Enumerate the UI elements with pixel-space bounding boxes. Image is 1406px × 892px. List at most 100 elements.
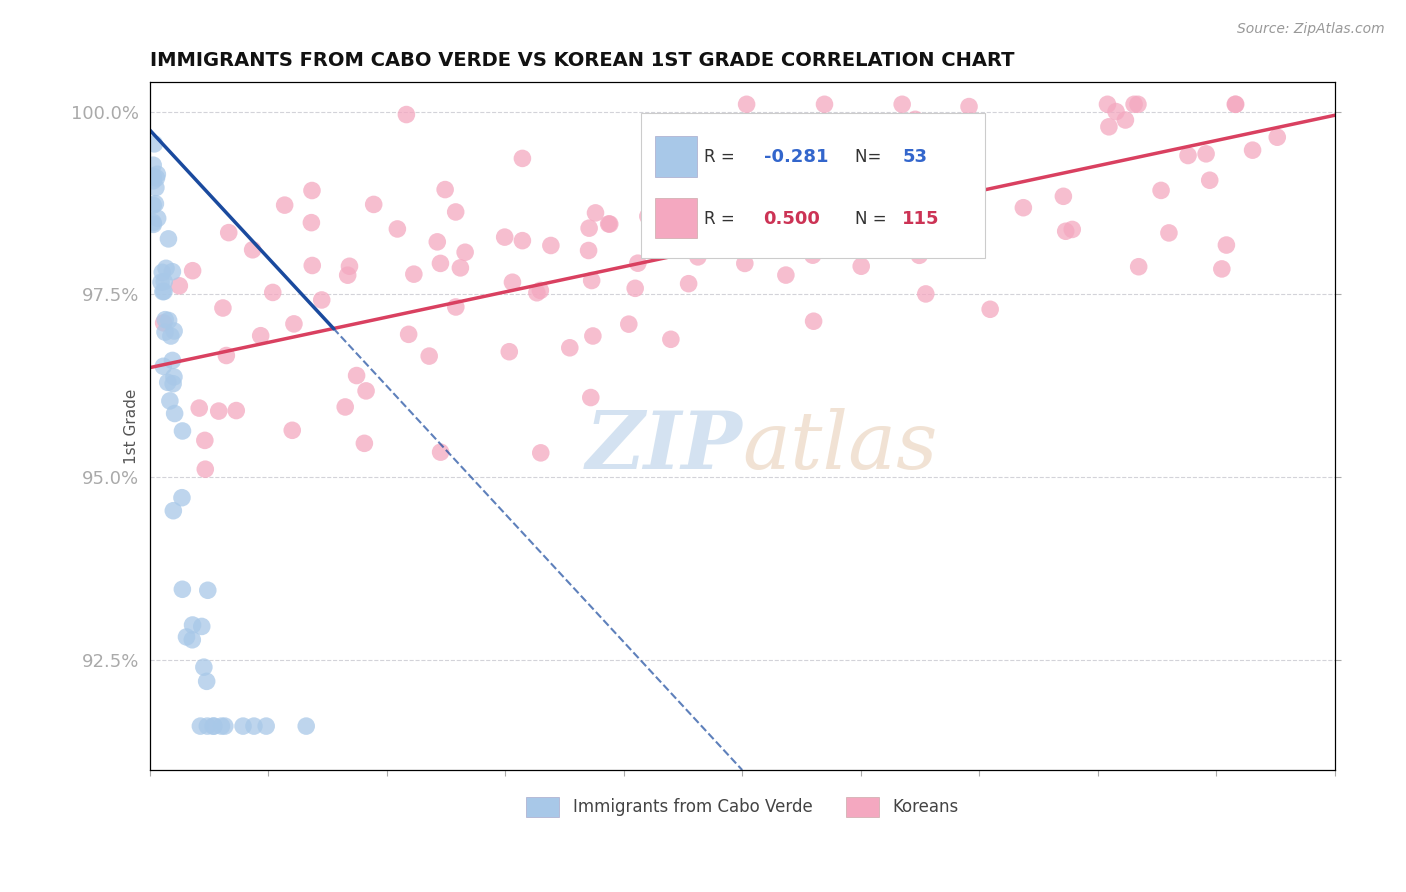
Point [346, 368, 368, 383]
Text: ZIP: ZIP [585, 408, 742, 485]
Point [1062, 222, 1084, 236]
Point [512, 234, 534, 248]
Point [218, 226, 240, 240]
Point [163, 407, 186, 421]
Point [353, 436, 375, 450]
Point [835, 212, 858, 227]
Point [735, 97, 758, 112]
Text: 53: 53 [903, 147, 927, 166]
Point [429, 256, 451, 270]
Point [891, 97, 914, 112]
Point [170, 491, 193, 505]
Text: Source: ZipAtlas.com: Source: ZipAtlas.com [1237, 22, 1385, 37]
Point [908, 248, 931, 262]
Point [765, 220, 787, 235]
Point [387, 222, 409, 236]
Point [242, 243, 264, 257]
Point [190, 619, 212, 633]
Point [904, 112, 927, 127]
Point [1225, 97, 1247, 112]
Point [599, 217, 621, 231]
Point [957, 99, 980, 113]
Point [914, 287, 936, 301]
Point [454, 245, 477, 260]
Point [1052, 189, 1074, 203]
Point [530, 446, 553, 460]
Point [194, 462, 217, 476]
Legend: Immigrants from Cabo Verde, Koreans: Immigrants from Cabo Verde, Koreans [519, 790, 965, 823]
FancyBboxPatch shape [641, 113, 986, 258]
Point [558, 341, 581, 355]
Text: 0.500: 0.500 [763, 210, 821, 227]
Point [188, 401, 211, 415]
Point [169, 278, 191, 293]
Point [1128, 260, 1150, 274]
Point [1225, 97, 1247, 112]
Point [851, 259, 873, 273]
Point [852, 239, 875, 253]
Point [145, 196, 167, 211]
Point [152, 316, 174, 330]
Point [176, 630, 198, 644]
Point [578, 244, 600, 258]
Point [142, 169, 165, 184]
Point [585, 206, 607, 220]
Point [512, 152, 534, 166]
Point [211, 719, 233, 733]
Point [283, 317, 305, 331]
Point [1241, 143, 1264, 157]
Point [194, 434, 217, 448]
Point [498, 344, 520, 359]
Point [426, 235, 449, 249]
Point [301, 184, 323, 198]
Point [578, 221, 600, 235]
Point [1105, 104, 1128, 119]
Point [1123, 97, 1146, 112]
Point [775, 268, 797, 282]
Point [395, 107, 418, 121]
Text: N =: N = [855, 210, 891, 227]
Point [299, 216, 322, 230]
Text: R =: R = [704, 147, 741, 166]
Point [193, 660, 215, 674]
Point [335, 400, 357, 414]
Text: -0.281: -0.281 [763, 147, 828, 166]
Point [540, 238, 562, 252]
Point [925, 186, 948, 201]
Point [1177, 148, 1199, 162]
Point [418, 349, 440, 363]
Point [581, 273, 603, 287]
Point [1098, 120, 1121, 134]
Text: R =: R = [704, 210, 741, 227]
Point [214, 719, 236, 733]
Point [402, 267, 425, 281]
Point [637, 209, 659, 223]
Text: atlas: atlas [742, 408, 938, 485]
Point [195, 719, 218, 733]
Point [153, 312, 176, 326]
Point [202, 719, 225, 733]
Point [153, 285, 176, 299]
Point [444, 300, 467, 314]
Point [363, 197, 385, 211]
Y-axis label: 1st Grade: 1st Grade [124, 389, 139, 464]
Point [150, 265, 173, 279]
Point [734, 256, 756, 270]
Point [157, 232, 180, 246]
Point [152, 285, 174, 299]
Point [1114, 113, 1136, 128]
Point [249, 328, 271, 343]
Point [336, 268, 359, 283]
Point [142, 158, 165, 172]
Point [831, 230, 853, 244]
Point [146, 211, 169, 226]
Point [215, 349, 238, 363]
Point [449, 260, 471, 275]
Point [157, 313, 180, 327]
Point [142, 216, 165, 230]
Point [143, 136, 166, 151]
Point [617, 317, 640, 331]
Point [494, 230, 516, 244]
Point [195, 674, 218, 689]
Point [398, 327, 420, 342]
